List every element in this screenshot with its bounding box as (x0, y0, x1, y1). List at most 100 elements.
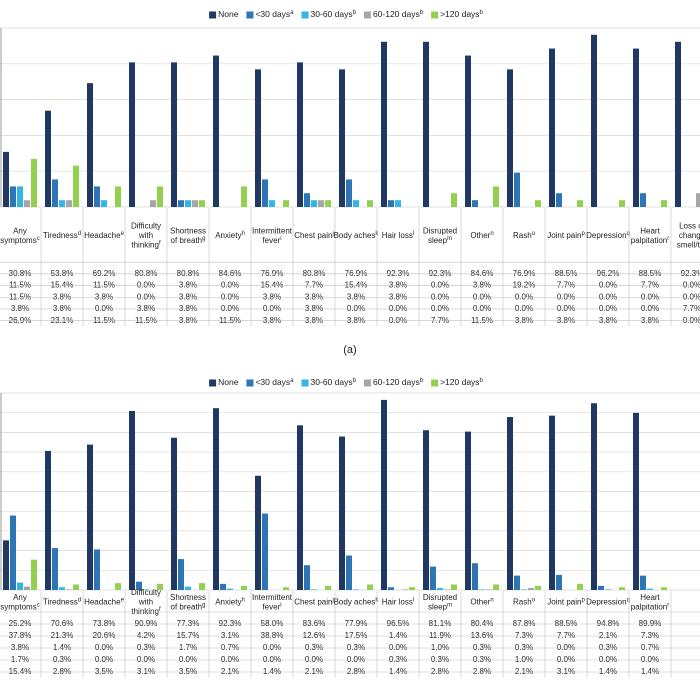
category-line: Shortness (170, 593, 206, 602)
bar (696, 193, 700, 207)
table-value: 0.0% (431, 292, 449, 301)
category-label: Shortness of breathg (170, 593, 206, 612)
table-value: 3.8% (179, 281, 197, 290)
bar (423, 41, 429, 207)
table-value: 0.0% (221, 292, 239, 301)
bar (598, 585, 604, 590)
bar (199, 200, 205, 207)
table-value: 0.3% (137, 643, 155, 652)
bar (178, 559, 184, 590)
bar (220, 583, 226, 590)
bar (388, 587, 394, 590)
table-value: 69.2% (93, 269, 116, 278)
bar (528, 588, 534, 590)
bar (297, 425, 303, 590)
category-note: q (627, 231, 630, 237)
table-value: 58.0% (261, 619, 284, 628)
bar (3, 151, 9, 207)
bar (10, 515, 16, 590)
bar (367, 200, 373, 207)
category-line: fever (262, 602, 280, 611)
category-note: l (413, 597, 414, 603)
legend-name: 30-60 days (311, 377, 353, 387)
category-note: f (159, 240, 161, 246)
bar (241, 186, 247, 207)
table-value: 3.8% (599, 316, 617, 325)
category-label: Any symptomsc (0, 593, 39, 612)
legend-note: b (480, 378, 484, 384)
table-value: 21.3% (51, 631, 74, 640)
category-label: Rasho (513, 597, 536, 607)
category-label: Hair lossl (382, 597, 414, 607)
bar (185, 200, 191, 207)
legend-name: None (218, 9, 239, 19)
table-value: 3.8% (53, 304, 71, 313)
legend-name: >120 days (440, 377, 479, 387)
table-value: 3.8% (95, 292, 113, 301)
table-value: 0.7% (221, 643, 239, 652)
table-value: 0.3% (473, 655, 491, 664)
category-note: h (241, 231, 244, 237)
table-value: 3.8% (515, 316, 533, 325)
table-value: 2.8% (347, 667, 365, 676)
legend-swatch (363, 379, 371, 387)
category-line: Hair loss (382, 231, 413, 240)
table-value: 0.0% (641, 304, 659, 313)
table-value: 0.0% (179, 655, 197, 664)
category-line: Joint pain (547, 231, 581, 240)
bar (577, 583, 583, 590)
category-note: c (37, 602, 40, 608)
category-note: r (667, 602, 669, 608)
table-value: 0.0% (431, 304, 449, 313)
table-value: 1.0% (431, 643, 449, 652)
category-label: Difficulty with thinkingf (131, 222, 161, 250)
table-value: 0.0% (641, 292, 659, 301)
table-value: 7.7% (431, 316, 449, 325)
table-value: 1.0% (515, 655, 533, 664)
bar (409, 587, 415, 590)
table-value: 3.8% (263, 316, 281, 325)
category-note: d (78, 597, 81, 603)
table-value: 11.5% (93, 316, 115, 325)
bar (31, 158, 37, 207)
table-value: 89.9% (639, 619, 662, 628)
table-value: 76.9% (345, 269, 368, 278)
bar (283, 200, 289, 207)
bar (647, 588, 653, 590)
category-note: f (159, 607, 161, 613)
table-value: 92.3% (429, 269, 452, 278)
category-line: Rash (513, 598, 532, 607)
category-line: Tiredness (43, 598, 78, 607)
table-value: 80.8% (135, 269, 158, 278)
bar (493, 186, 499, 207)
table-value: 19.2% (513, 281, 536, 290)
table-value: 2.8% (473, 667, 491, 676)
table-value: 0.0% (389, 304, 407, 313)
table-value: 0.0% (95, 643, 113, 652)
legend-swatch (209, 379, 217, 387)
bar (451, 584, 457, 590)
table-value: 80.4% (471, 619, 494, 628)
table-value: 1.4% (599, 667, 617, 676)
category-note: i (280, 602, 281, 608)
bar (521, 589, 527, 590)
table-value: 84.6% (219, 269, 242, 278)
category-label: Othern (470, 231, 493, 241)
legend-name: 60-120 days (373, 9, 420, 19)
table-value: 0.0% (347, 655, 365, 664)
category-note: h (241, 597, 244, 603)
category-note: m (447, 235, 452, 241)
table-value: 4.2% (137, 631, 155, 640)
legend-label: None (218, 377, 239, 387)
category-line: Any (13, 593, 27, 602)
bar (31, 559, 37, 590)
bar (381, 41, 387, 207)
category-label: Loss ofchangesmell/tas (677, 222, 700, 250)
table-value: 3.8% (389, 292, 407, 301)
category-note: d (78, 231, 81, 237)
category-label: Headachee (84, 597, 124, 607)
category-label: Difficulty with thinkingf (131, 588, 161, 616)
table-value: 3.8% (473, 281, 491, 290)
legend-swatch (246, 379, 254, 387)
category-note: p (581, 597, 585, 603)
